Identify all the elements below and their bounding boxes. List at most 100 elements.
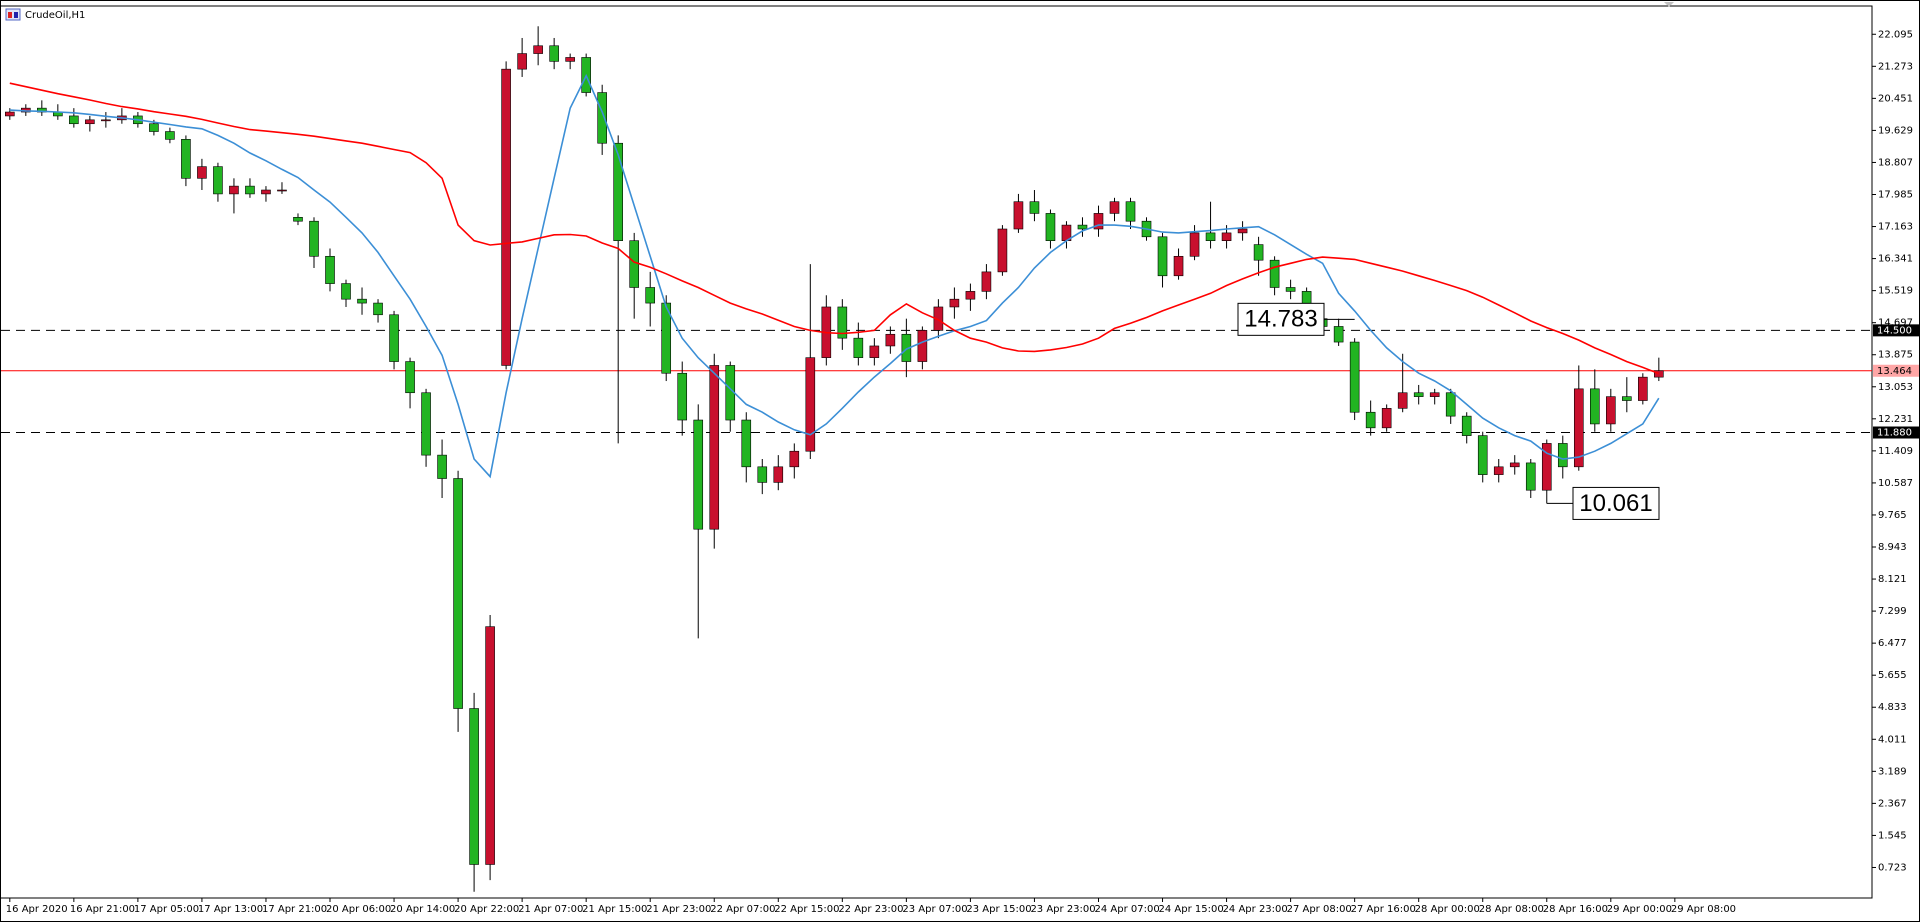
x-tick-label: 23 Apr 07:00 xyxy=(902,904,967,915)
candle-body xyxy=(1205,232,1216,241)
candle-body xyxy=(1157,236,1168,277)
candle-body xyxy=(805,357,816,452)
candle-body xyxy=(101,119,111,122)
candle-body xyxy=(757,466,768,483)
candle-body xyxy=(1381,408,1392,429)
x-tick-label: 27 Apr 08:00 xyxy=(1287,904,1352,915)
candle-body xyxy=(229,185,239,195)
x-tick-label: 21 Apr 07:00 xyxy=(518,904,583,915)
candle-body xyxy=(165,131,175,140)
y-tick-label: 17.985 xyxy=(1878,189,1913,200)
candle-body xyxy=(549,45,559,62)
y-tick-label: 13.053 xyxy=(1878,382,1913,393)
x-tick-label: 22 Apr 23:00 xyxy=(838,904,903,915)
x-tick-label: 27 Apr 16:00 xyxy=(1351,904,1416,915)
candle-body xyxy=(437,454,447,479)
candle-body xyxy=(661,302,672,374)
candle-body xyxy=(1189,232,1200,257)
candle-body xyxy=(741,419,752,468)
candle-body xyxy=(1125,201,1136,222)
y-tick-label: 10.587 xyxy=(1878,478,1913,489)
candle-body xyxy=(1045,213,1056,241)
y-tick-label: 13.875 xyxy=(1878,350,1913,361)
candle-body xyxy=(1253,244,1264,261)
candle-body xyxy=(693,419,704,530)
candle-body xyxy=(1077,224,1088,230)
x-tick-label: 29 Apr 00:00 xyxy=(1607,904,1672,915)
candle-body xyxy=(421,392,431,456)
y-tick-label: 8.121 xyxy=(1878,574,1907,585)
x-tick-label: 21 Apr 15:00 xyxy=(582,904,647,915)
candle-body xyxy=(325,255,335,284)
x-tick-label: 28 Apr 16:00 xyxy=(1543,904,1608,915)
candle-body xyxy=(1541,443,1552,491)
candle-body xyxy=(1654,370,1664,378)
y-tick-label: 6.477 xyxy=(1878,638,1907,649)
x-tick-label: 24 Apr 23:00 xyxy=(1223,904,1288,915)
y-tick-label: 4.833 xyxy=(1878,702,1907,713)
candle-body xyxy=(69,115,79,125)
candle-body xyxy=(1525,462,1536,491)
candle-body xyxy=(1493,466,1504,475)
y-tick-label: 0.723 xyxy=(1878,862,1907,873)
candle-body xyxy=(197,166,207,179)
y-tick-label: 2.367 xyxy=(1878,798,1907,809)
y-tick-label: 11.409 xyxy=(1878,446,1913,457)
candle-body xyxy=(997,228,1008,273)
candle-body xyxy=(853,337,864,358)
y-tick-label: 18.807 xyxy=(1878,157,1913,168)
candle-body xyxy=(1013,201,1024,230)
candle-body xyxy=(5,111,15,117)
level-label-bg xyxy=(1873,426,1919,439)
candle-body xyxy=(181,139,191,179)
candle-body xyxy=(869,345,880,358)
candle-body xyxy=(1285,287,1296,292)
x-tick-label: 17 Apr 21:00 xyxy=(262,904,327,915)
candle-body xyxy=(949,298,960,308)
candle-body xyxy=(245,185,255,195)
candle-body xyxy=(389,314,399,362)
candle-body xyxy=(1109,201,1120,214)
annotation-box xyxy=(1237,302,1325,336)
candle-body xyxy=(309,220,319,257)
price-label-bg xyxy=(1873,364,1919,377)
x-tick-label: 21 Apr 23:00 xyxy=(646,904,711,915)
y-tick-label: 19.629 xyxy=(1878,125,1913,136)
level-label-bg xyxy=(1873,324,1919,337)
candle-body xyxy=(597,92,607,144)
y-tick-label: 9.765 xyxy=(1878,510,1907,521)
candle-body xyxy=(405,361,415,394)
candle-body xyxy=(1557,443,1568,468)
x-tick-label: 16 Apr 21:00 xyxy=(70,904,135,915)
candle-body xyxy=(1461,415,1472,436)
y-tick-label: 15.519 xyxy=(1878,286,1913,297)
candle-body xyxy=(789,450,800,468)
chart-title: CrudeOil,H1 xyxy=(25,10,85,21)
chart-icon xyxy=(5,8,21,21)
candle-body xyxy=(469,708,479,865)
x-tick-label: 24 Apr 15:00 xyxy=(1159,904,1224,915)
candle-body xyxy=(677,372,688,421)
candle-body xyxy=(709,365,720,530)
y-tick-label: 5.655 xyxy=(1878,670,1907,681)
candle-body xyxy=(1221,232,1232,241)
price-label: 13.464 xyxy=(1877,366,1912,377)
candle-body xyxy=(1429,392,1440,397)
y-tick-label: 8.943 xyxy=(1878,542,1907,553)
x-tick-label: 22 Apr 07:00 xyxy=(710,904,775,915)
candle-body xyxy=(533,45,543,54)
candle-body xyxy=(1237,228,1248,234)
x-tick-label: 17 Apr 13:00 xyxy=(198,904,263,915)
x-tick-label: 29 Apr 08:00 xyxy=(1671,904,1736,915)
candle-body xyxy=(85,119,95,125)
candle-body xyxy=(1269,259,1280,288)
candle-body xyxy=(1622,396,1632,401)
y-tick-label: 21.273 xyxy=(1878,61,1913,72)
candle-body xyxy=(149,123,159,132)
candle-body xyxy=(1589,388,1600,425)
y-tick-label: 4.011 xyxy=(1878,734,1907,745)
candle-body xyxy=(1477,435,1488,475)
chart-icon-bar xyxy=(8,12,12,18)
